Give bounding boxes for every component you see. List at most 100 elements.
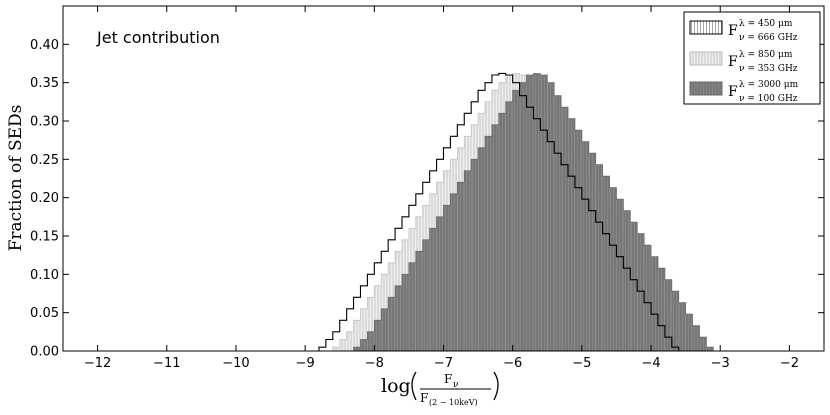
y-tick-label: 0.10 [30,268,59,283]
bar-series-2-bin-0 [353,347,361,351]
y-tick-label: 0.40 [30,38,59,53]
legend-sup-3000: λ = 3000 μm [739,80,799,90]
bar-series-2-bin-27 [540,75,548,351]
x-label-paren-right [493,371,499,401]
bars-layer [318,72,714,351]
bar-series-2-bin-35 [595,164,603,351]
x-tick-label: −8 [365,356,384,371]
x-tick-label: −11 [153,356,180,371]
y-axis-label: Fraction of SEDs [6,105,26,252]
bar-series-2-bin-8 [408,262,416,351]
legend-main-850: F [728,54,738,70]
x-tick-label: −3 [711,356,730,371]
bar-series-2-bin-25 [526,75,534,351]
annotation-jet-contribution: Jet contribution [96,28,220,47]
y-tick-label: 0.00 [30,345,59,360]
bar-series-2-bin-21 [498,113,506,351]
bar-series-2-bin-4 [381,308,389,351]
bar-series-2-bin-50 [699,337,707,351]
bar-series-2-bin-26 [533,73,541,351]
y-tick-label: 0.35 [30,76,59,91]
bar-series-2-bin-43 [651,256,658,351]
x-label-denominator: F [420,391,428,405]
bar-series-2-bin-33 [581,141,589,351]
y-tick-label: 0.25 [30,153,59,168]
series-0 [318,72,680,351]
legend-main-3000: F [728,84,738,100]
legend: F λ = 450 μm ν = 666 GHz F λ = 850 μm ν … [683,11,821,105]
bar-series-2-bin-7 [401,274,409,351]
legend-swatch-450 [689,20,723,35]
legend-sup-850: λ = 850 μm [739,50,793,60]
legend-main-450: F [728,23,738,39]
x-tick-label: −10 [222,356,249,371]
bar-series-2-bin-41 [637,233,645,351]
series-2 [353,73,714,351]
y-tick-label: 0.20 [30,191,59,206]
legend-swatch-3000 [689,81,723,96]
bar-series-2-bin-45 [664,279,672,351]
x-label-log: log [381,375,411,397]
x-label-paren-left [411,371,417,401]
bar-series-2-bin-23 [512,90,520,351]
bar-series-2-bin-36 [602,176,610,351]
x-label-numerator-sub: ν [453,380,458,390]
x-label-denominator-sub: (2 − 10keV) [429,398,478,407]
bar-series-1-bin-6 [374,285,382,351]
x-axis-label: log F ν F (2 − 10keV) [381,371,499,407]
bar-series-2-bin-5 [388,297,396,351]
bar-series-1-bin-4 [360,308,368,351]
bar-series-1-bin-0 [332,347,340,351]
bar-series-2-bin-29 [554,95,562,351]
x-tick-label: −12 [84,356,111,371]
bar-series-2-bin-11 [429,228,437,351]
legend-entry-850: F λ = 850 μm ν = 353 GHz [689,50,798,74]
y-tick-label: 0.30 [30,115,59,130]
bar-series-2-bin-20 [491,124,499,351]
bar-series-2-bin-1 [360,339,368,351]
bar-series-2-bin-28 [547,82,555,351]
bar-series-0-bin-0 [319,347,326,351]
bar-series-2-bin-22 [505,101,513,351]
bar-series-2-bin-46 [671,291,679,351]
legend-entry-3000: F λ = 3000 μm ν = 100 GHz [689,80,799,104]
legend-sub-850: ν = 353 GHz [739,64,798,74]
series-outline-2 [353,73,714,351]
bar-series-2-bin-49 [692,325,700,351]
bar-series-2-bin-2 [367,331,375,351]
bar-series-2-bin-31 [568,118,575,351]
legend-sub-450: ν = 666 GHz [739,33,798,43]
series-outline-0 [318,72,680,351]
bar-series-2-bin-18 [478,147,486,351]
x-tick-label: −2 [780,356,799,371]
x-tick-label: −9 [296,356,315,371]
bar-series-2-bin-42 [644,245,652,351]
bar-series-2-bin-30 [561,107,569,351]
axes-layer: −12 −11 −10 −9 −8 −7 −6 −5 −4 −3 −2 0.00 0.05 0.10 0.1… [30,5,825,371]
y-tick-label: 0.05 [30,306,59,321]
bar-series-2-bin-16 [464,170,472,351]
bar-series-2-bin-12 [436,216,444,351]
legend-sup-450: λ = 450 μm [739,19,793,29]
bar-series-2-bin-10 [422,239,430,351]
bar-series-2-bin-14 [450,193,458,351]
bar-series-1-bin-3 [353,320,361,351]
bar-series-2-bin-17 [471,159,479,351]
y-tick-label: 0.15 [30,230,59,245]
bar-series-2-bin-19 [485,136,492,351]
bar-series-2-bin-51 [706,347,714,351]
bar-series-2-bin-24 [519,82,527,351]
bar-series-2-bin-47 [678,302,686,351]
x-tick-label: −5 [572,356,591,371]
bar-series-2-bin-48 [685,314,693,351]
bar-series-1-bin-5 [367,297,375,351]
x-tick-label: −6 [503,356,522,371]
bar-series-2-bin-34 [588,153,596,351]
bar-series-1-bin-2 [346,331,354,351]
bar-series-2-bin-32 [574,130,582,351]
bar-series-2-bin-15 [457,182,465,351]
x-tick-label: −4 [641,356,660,371]
bar-series-2-bin-3 [374,320,382,351]
bar-series-2-bin-6 [395,285,402,351]
